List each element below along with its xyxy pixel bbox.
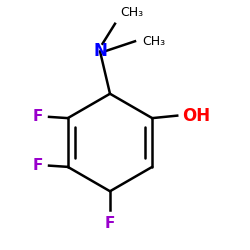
Text: F: F [32, 110, 43, 124]
Text: OH: OH [182, 106, 210, 124]
Text: CH₃: CH₃ [142, 35, 166, 48]
Text: CH₃: CH₃ [120, 6, 143, 19]
Text: F: F [32, 158, 43, 173]
Text: F: F [105, 216, 115, 231]
Text: N: N [93, 42, 107, 60]
